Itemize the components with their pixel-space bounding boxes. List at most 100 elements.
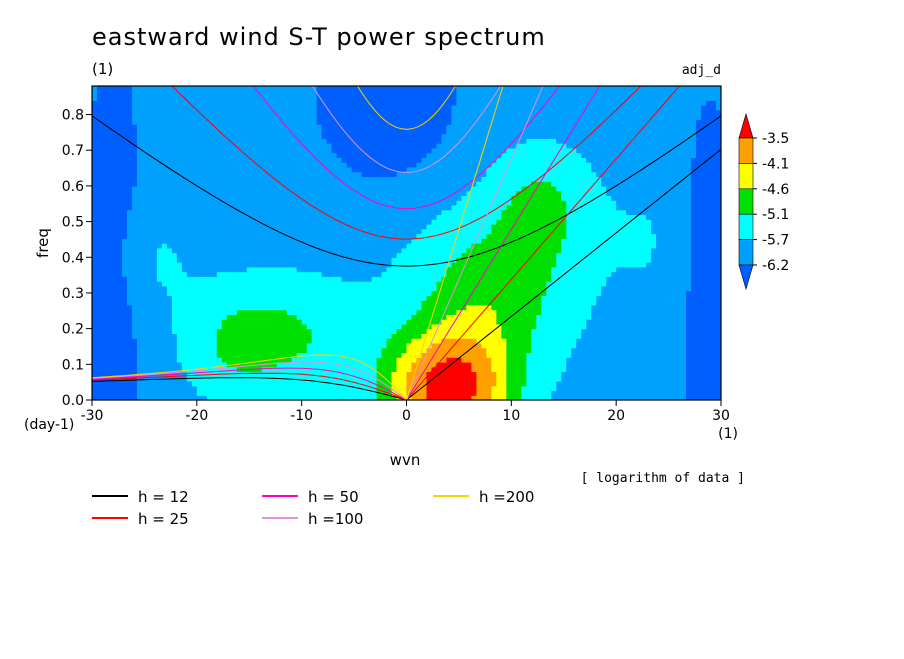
contour-cell <box>281 243 288 249</box>
contour-cell <box>501 385 507 392</box>
contour-cell <box>551 333 557 339</box>
contour-cell <box>531 328 537 334</box>
contour-cell <box>256 209 263 216</box>
contour-cell <box>226 319 233 325</box>
contour-cell <box>251 266 258 273</box>
contour-cell <box>621 257 627 263</box>
contour-cell <box>316 243 323 249</box>
contour-cell <box>116 262 123 268</box>
contour-cell <box>301 281 308 287</box>
contour-cell <box>341 333 348 339</box>
contour-cell <box>201 238 208 244</box>
contour-cell <box>506 214 512 220</box>
contour-cell <box>216 295 223 301</box>
contour-cell <box>696 257 702 263</box>
contour-cell <box>616 390 622 396</box>
contour-cell <box>366 342 373 349</box>
contour-cell <box>386 285 393 292</box>
contour-cell <box>411 243 418 249</box>
contour-cell <box>341 338 348 344</box>
contour-cell <box>696 304 702 311</box>
contour-cell <box>606 295 612 301</box>
contour-cell <box>621 243 627 249</box>
contour-cell <box>111 309 118 315</box>
contour-cell <box>706 361 712 368</box>
contour-cell <box>101 266 108 273</box>
contour-cell <box>146 223 153 230</box>
contour-cell <box>561 243 567 249</box>
contour-cell <box>466 238 472 244</box>
contour-cell <box>491 262 497 268</box>
contour-cell <box>92 342 98 349</box>
contour-cell <box>261 271 268 277</box>
contour-cell <box>531 300 537 306</box>
contour-cell <box>411 281 418 287</box>
contour-cell <box>436 376 443 382</box>
contour-cell <box>626 271 632 277</box>
contour-cell <box>136 314 143 320</box>
contour-cell <box>241 290 248 296</box>
contour-cell <box>516 285 522 292</box>
contour-cell <box>106 281 113 287</box>
contour-cell <box>261 281 268 287</box>
contour-cell <box>381 352 388 358</box>
contour-cell <box>366 247 373 254</box>
contour-cell <box>96 243 103 249</box>
contour-cell <box>141 376 148 382</box>
contour-cell <box>536 328 542 334</box>
contour-cell <box>576 219 582 225</box>
contour-cell <box>221 252 228 258</box>
contour-cell <box>671 390 677 396</box>
contour-cell <box>691 276 697 282</box>
contour-cell <box>681 371 687 377</box>
contour-cell <box>581 243 587 249</box>
contour-cell <box>471 276 477 282</box>
contour-cell <box>516 342 522 349</box>
contour-cell <box>706 385 712 392</box>
contour-cell <box>456 300 463 306</box>
contour-cell <box>706 395 712 400</box>
contour-cell <box>121 371 128 377</box>
contour-cell <box>431 266 438 273</box>
contour-cell <box>651 281 657 287</box>
contour-cell <box>236 357 243 363</box>
contour-cell <box>581 214 587 220</box>
contour-cell <box>551 352 557 358</box>
contour-cell <box>186 209 193 216</box>
contour-cell <box>301 352 308 358</box>
contour-cell <box>561 352 567 358</box>
contour-cell <box>441 300 448 306</box>
contour-cell <box>121 257 128 263</box>
contour-cell <box>196 385 203 392</box>
contour-cell <box>526 285 532 292</box>
contour-cell <box>136 376 143 382</box>
contour-cell <box>611 281 617 287</box>
contour-cell <box>141 352 148 358</box>
contour-cell <box>156 281 163 287</box>
contour-cell <box>676 281 682 287</box>
contour-cell <box>656 214 662 220</box>
contour-cell <box>656 338 662 344</box>
contour-cell <box>171 214 178 220</box>
contour-cell <box>131 238 138 244</box>
contour-cell <box>621 361 627 368</box>
contour-cell <box>546 300 552 306</box>
contour-cell <box>141 233 148 239</box>
contour-cell <box>336 342 343 349</box>
contour-cell <box>646 304 652 311</box>
contour-cell <box>286 271 293 277</box>
contour-cell <box>481 390 487 396</box>
contour-cell <box>196 376 203 382</box>
contour-cell <box>291 361 298 368</box>
contour-cell <box>566 262 572 268</box>
contour-cell <box>451 323 458 330</box>
contour-cell <box>611 342 617 349</box>
contour-cell <box>92 395 98 400</box>
contour-cell <box>621 347 627 354</box>
contour-cell <box>406 209 413 216</box>
contour-cell <box>571 247 577 254</box>
contour-cell <box>441 371 448 377</box>
contour-cell <box>656 247 662 254</box>
contour-cell <box>231 285 238 292</box>
contour-cell <box>346 214 353 220</box>
